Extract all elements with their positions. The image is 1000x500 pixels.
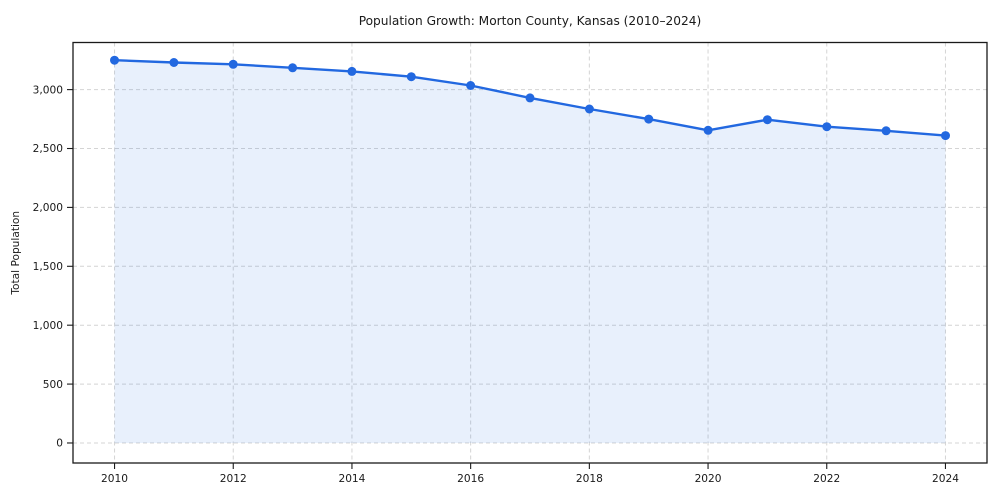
- y-tick-label: 2,500: [33, 143, 64, 155]
- data-point-2024: [941, 131, 950, 141]
- data-point-2014: [347, 66, 357, 76]
- data-point-2015: [406, 72, 416, 82]
- x-tick-label: 2024: [932, 473, 959, 485]
- area-fill: [114, 60, 946, 443]
- data-point-2018: [584, 104, 594, 114]
- data-point-2012: [228, 59, 238, 69]
- area-layer: [114, 60, 946, 443]
- x-tick-label: 2010: [101, 473, 128, 485]
- x-tick-label: 2020: [695, 473, 722, 485]
- axes-layer: 0 500 1,000 1,500 2,000 2,500 3,000 2010 2012 201…: [33, 41, 988, 485]
- series-layer: [110, 55, 950, 141]
- x-tick-label: 2014: [338, 473, 365, 485]
- data-point-2016: [466, 81, 476, 90]
- data-point-2013: [288, 63, 298, 73]
- plot-border: [72, 41, 988, 464]
- y-axis-label: Total Population: [10, 211, 22, 296]
- y-tick-label: 1,000: [33, 320, 64, 332]
- data-point-2019: [644, 114, 654, 124]
- data-point-2017: [525, 93, 535, 103]
- y-tick-label: 500: [43, 379, 63, 391]
- y-tick-label: 1,500: [33, 261, 64, 273]
- grid-layer: [73, 42, 987, 463]
- data-point-2020: [703, 125, 713, 135]
- data-point-2023: [881, 126, 891, 136]
- x-tick-label: 2012: [220, 473, 247, 485]
- data-point-2021: [762, 115, 772, 125]
- data-point-2011: [169, 58, 179, 67]
- x-tick-label: 2022: [813, 473, 840, 485]
- y-tick-label: 3,000: [33, 84, 64, 96]
- y-tick-label: 2,000: [33, 202, 64, 214]
- x-tick-label: 2016: [457, 473, 484, 485]
- data-point-2022: [822, 122, 832, 132]
- y-tick-label: 0: [56, 438, 63, 450]
- chart-title: Population Growth: Morton County, Kansas…: [359, 14, 702, 28]
- data-point-2010: [110, 55, 119, 65]
- x-tick-label: 2018: [576, 473, 603, 485]
